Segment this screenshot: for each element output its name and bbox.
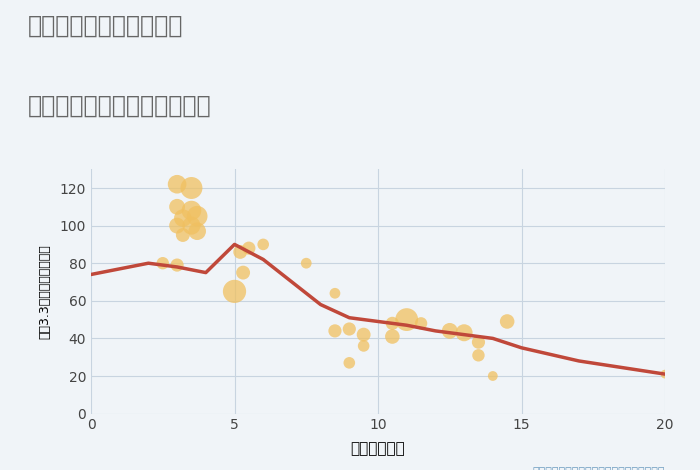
Point	[234, 248, 246, 256]
X-axis label: 駅距離（分）: 駅距離（分）	[351, 441, 405, 456]
Point	[344, 359, 355, 367]
Text: 駅距離別中古マンション価格: 駅距離別中古マンション価格	[28, 94, 211, 118]
Point	[659, 370, 671, 378]
Point	[501, 318, 512, 325]
Point	[358, 331, 370, 338]
Point	[186, 184, 197, 192]
Y-axis label: 坪（3.3㎡）単価（万円）: 坪（3.3㎡）単価（万円）	[38, 244, 51, 339]
Point	[301, 259, 312, 267]
Point	[177, 214, 188, 222]
Point	[237, 269, 248, 276]
Text: 円の大きさは、取引のあった物件面積を示す: 円の大きさは、取引のあった物件面積を示す	[533, 467, 665, 470]
Point	[186, 207, 197, 214]
Point	[386, 333, 398, 340]
Point	[157, 259, 169, 267]
Point	[172, 261, 183, 269]
Point	[358, 342, 370, 350]
Point	[330, 290, 341, 297]
Point	[401, 316, 412, 323]
Point	[330, 327, 341, 335]
Point	[416, 320, 427, 327]
Point	[344, 325, 355, 333]
Text: 愛知県西尾市南中根町の: 愛知県西尾市南中根町の	[28, 14, 183, 38]
Point	[192, 212, 203, 220]
Point	[487, 372, 498, 380]
Point	[192, 227, 203, 235]
Point	[444, 327, 456, 335]
Point	[229, 288, 240, 295]
Point	[258, 241, 269, 248]
Point	[386, 320, 398, 327]
Point	[177, 231, 188, 239]
Point	[172, 203, 183, 211]
Point	[186, 222, 197, 229]
Point	[473, 338, 484, 346]
Point	[172, 180, 183, 188]
Point	[244, 244, 255, 252]
Point	[473, 352, 484, 359]
Point	[458, 329, 470, 337]
Point	[172, 222, 183, 229]
